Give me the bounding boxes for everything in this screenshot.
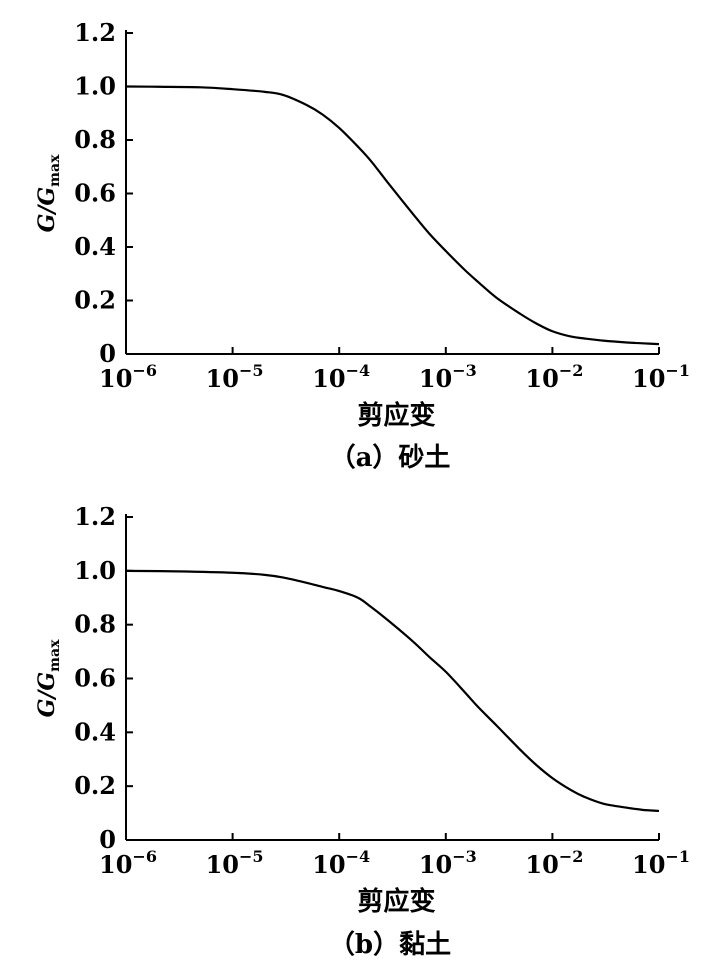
x-tick-base: 10: [632, 850, 665, 879]
x-tick-base: 10: [206, 364, 239, 393]
y-tick-label: 0.8: [74, 610, 116, 639]
x-tick-exponent: −4: [346, 847, 371, 866]
x-tick-label: 10−3: [419, 361, 477, 393]
x-tick-label: 10−4: [312, 361, 370, 393]
y-axis-title-sub: max: [47, 639, 63, 672]
x-tick-exponent: −2: [559, 847, 584, 866]
x-tick-label: 10−5: [206, 361, 264, 393]
x-tick-base: 10: [99, 850, 132, 879]
y-tick-label: 1.0: [74, 556, 116, 585]
y-axis-title-main: G/G: [34, 672, 60, 718]
x-tick-base: 10: [99, 364, 132, 393]
y-tick-label: 0: [99, 825, 116, 854]
y-axis-title: G/Gmax: [34, 154, 63, 233]
x-tick-base: 10: [312, 364, 345, 393]
x-tick-label: 10−3: [419, 847, 477, 879]
x-tick-label: 10−1: [632, 847, 690, 879]
y-tick-label: 1.2: [74, 18, 116, 47]
y-tick-label: 0: [99, 339, 116, 368]
x-tick-exponent: −6: [132, 361, 157, 380]
y-tick-label: 0.6: [74, 179, 116, 208]
x-axis-title: 剪应变: [357, 886, 435, 917]
x-tick-base: 10: [206, 850, 239, 879]
x-tick-base: 10: [312, 850, 345, 879]
caption-a: （a）砂土: [330, 443, 451, 473]
x-tick-exponent: −1: [665, 847, 690, 866]
y-tick-label: 1.0: [74, 72, 116, 101]
y-tick-label: 0.4: [74, 717, 116, 746]
x-tick-base: 10: [525, 364, 558, 393]
y-axis-title-main: G/G: [34, 187, 60, 233]
x-tick-label: 10−5: [206, 847, 264, 879]
y-tick-label: 0.8: [74, 125, 116, 154]
chart-panel-b: （b）黏土 00.20.40.60.81.01.210−6 10−5 10−4 10−…: [34, 502, 690, 960]
x-tick-exponent: −4: [346, 361, 371, 380]
x-tick-label: 10−2: [525, 361, 583, 393]
x-tick-exponent: −2: [559, 361, 584, 380]
series-line: [125, 569, 660, 813]
x-tick-exponent: −3: [452, 847, 477, 866]
x-tick-exponent: −6: [132, 847, 157, 866]
y-tick-label: 0.2: [74, 771, 116, 800]
y-axis-title: G/Gmax: [34, 639, 63, 718]
x-tick-label: 10−1: [632, 361, 690, 393]
x-tick-label: 10−6: [99, 361, 157, 393]
chart-panel-a: （a）砂土 00.20.40.60.81.01.210−6 10−5 10−4 10−…: [34, 18, 690, 473]
y-tick-label: 0.6: [74, 664, 116, 693]
series-line: [125, 85, 660, 346]
caption-b: （b）黏土: [329, 930, 451, 960]
y-tick-label: 0.2: [74, 286, 116, 315]
x-tick-exponent: −1: [665, 361, 690, 380]
x-tick-base: 10: [525, 850, 558, 879]
x-tick-exponent: −5: [239, 361, 264, 380]
x-tick-label: 10−2: [525, 847, 583, 879]
x-tick-base: 10: [419, 850, 452, 879]
x-axis-title: 剪应变: [357, 400, 435, 431]
y-axis-title-sub: max: [47, 154, 63, 187]
x-tick-exponent: −5: [239, 847, 264, 866]
x-tick-base: 10: [419, 364, 452, 393]
x-tick-label: 10−6: [99, 847, 157, 879]
x-tick-base: 10: [632, 364, 665, 393]
x-tick-label: 10−4: [312, 847, 370, 879]
y-tick-label: 0.4: [74, 232, 116, 261]
x-tick-exponent: −3: [452, 361, 477, 380]
y-tick-label: 1.2: [74, 502, 116, 531]
